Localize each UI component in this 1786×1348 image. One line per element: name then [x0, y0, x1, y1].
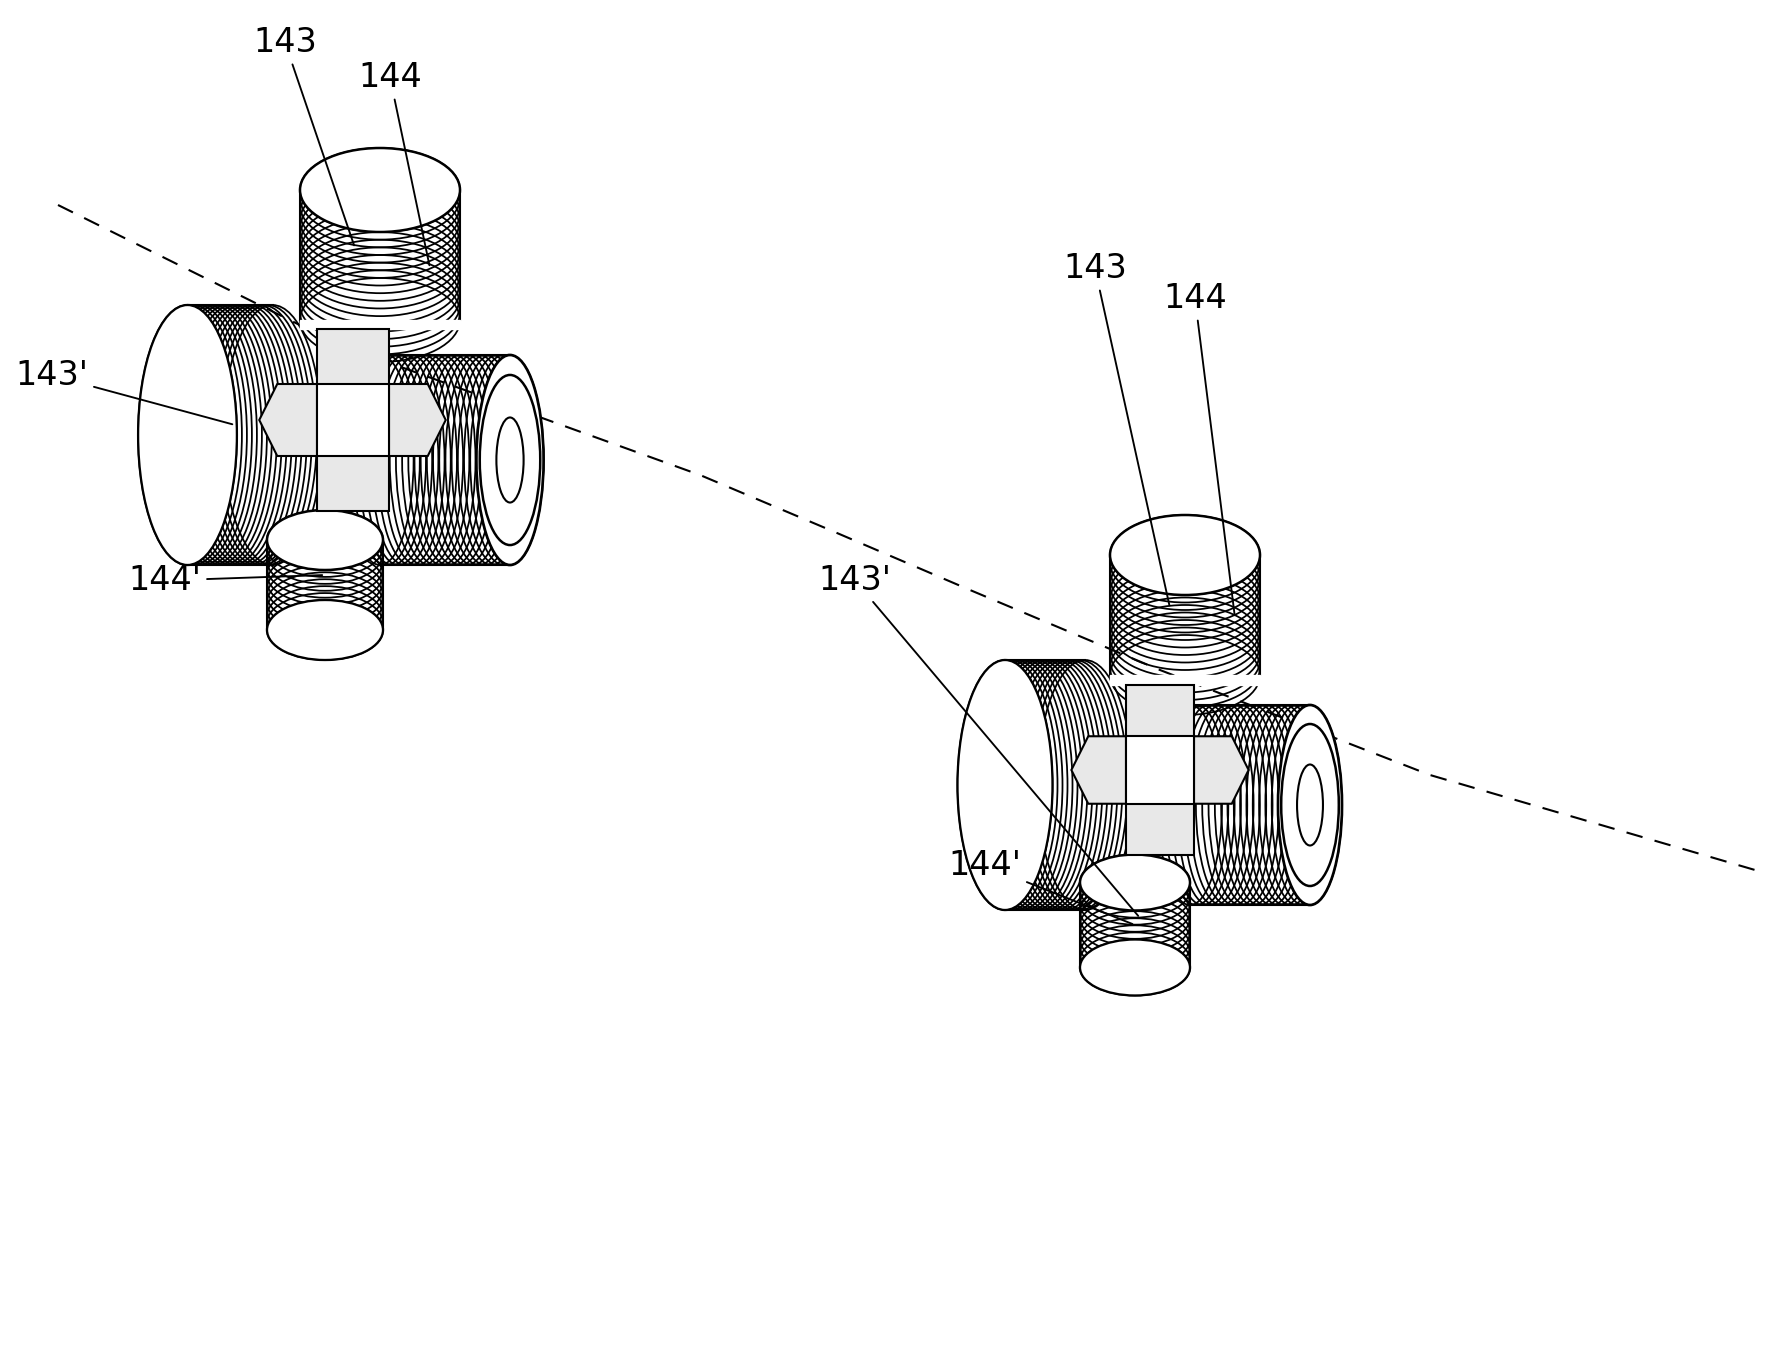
- Text: 144: 144: [359, 61, 429, 266]
- Text: 143: 143: [254, 26, 354, 245]
- Ellipse shape: [957, 661, 1052, 910]
- Ellipse shape: [497, 418, 523, 503]
- Ellipse shape: [1297, 764, 1323, 845]
- Ellipse shape: [477, 355, 543, 565]
- Polygon shape: [316, 384, 389, 456]
- Polygon shape: [300, 319, 461, 329]
- Text: 144': 144': [948, 849, 1132, 923]
- Text: 143: 143: [1063, 252, 1170, 605]
- Polygon shape: [1127, 736, 1193, 803]
- Polygon shape: [1072, 736, 1248, 803]
- Ellipse shape: [266, 510, 382, 570]
- Polygon shape: [259, 384, 446, 456]
- Ellipse shape: [138, 305, 238, 565]
- Ellipse shape: [1279, 705, 1341, 905]
- Polygon shape: [1127, 685, 1193, 855]
- Ellipse shape: [1081, 940, 1189, 996]
- Text: 144': 144': [129, 563, 321, 597]
- Ellipse shape: [1111, 515, 1259, 594]
- Ellipse shape: [300, 148, 461, 232]
- Text: 143': 143': [16, 359, 232, 425]
- Text: 143': 143': [818, 563, 1138, 915]
- Ellipse shape: [480, 375, 539, 545]
- Text: 144: 144: [1163, 282, 1234, 615]
- Ellipse shape: [266, 600, 382, 661]
- Polygon shape: [316, 329, 389, 511]
- Ellipse shape: [1081, 855, 1189, 910]
- Ellipse shape: [1281, 724, 1340, 886]
- Polygon shape: [1111, 675, 1259, 685]
